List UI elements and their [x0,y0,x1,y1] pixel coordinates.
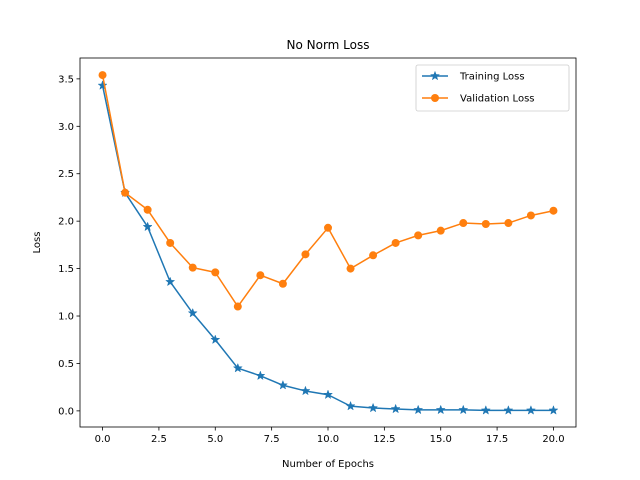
validation-loss-point [324,223,332,232]
validation-loss-point [414,231,423,240]
validation-loss-point [188,263,197,272]
training-loss-point [300,385,311,396]
x-tick-label: 2.5 [151,434,167,445]
training-loss-point [322,389,334,400]
training-loss-point [210,334,221,345]
x-axis-label: Number of Epochs [282,459,374,470]
training-loss-point [368,402,379,413]
y-axis-label: Loss [32,232,43,254]
validation-loss-point [459,219,468,228]
training-loss-point [458,404,469,415]
legend-items: Training Loss Validation Loss [422,70,535,105]
training-loss-point [390,403,401,414]
validation-loss-point [436,226,445,235]
validation-loss-point [549,206,558,215]
x-tick-label: 20.0 [542,434,564,445]
legend-box [415,64,570,112]
validation-loss-point [233,302,242,311]
training-loss-point [480,405,491,415]
training-loss-series [97,80,559,415]
validation-loss-point [143,205,152,214]
training-loss-point [413,404,424,415]
training-loss-point [548,405,559,415]
y-tick-label: 3.5 [58,74,74,85]
y-tick-label: 1.5 [58,264,74,275]
validation-loss-point [211,268,220,277]
validation-loss-point [481,220,490,229]
y-tick-label: 2.5 [58,169,74,180]
training-loss-point [187,307,198,318]
legend-training-loss-marker [429,70,441,81]
y-tick-label: 0.5 [58,359,74,370]
x-tick-label: 17.5 [486,434,508,445]
training-loss-point [232,362,243,373]
x-tick-label: 7.5 [264,434,280,445]
training-loss-point [435,404,446,415]
training-loss-point [255,370,266,381]
training-loss-point [525,405,536,415]
validation-loss-point [346,264,355,273]
legend: Training Loss Validation Loss [415,64,570,112]
x-tick-label: 15.0 [430,434,452,445]
validation-loss-point [301,250,310,259]
training-loss-point [277,379,288,390]
legend-training-loss-label: Training Loss [459,72,525,83]
chart-title: No Norm Loss [287,38,370,52]
training-loss-point [345,400,356,411]
validation-loss-point [369,251,378,260]
legend-validation-loss-label: Validation Loss [460,94,535,105]
validation-loss-point [526,211,535,220]
x-tick-label: 12.5 [373,434,395,445]
validation-loss-point [504,219,513,228]
y-axis: 0.0 0.5 1.0 1.5 2.0 2.5 3.0 3.5 [58,74,80,417]
y-tick-label: 1.0 [58,312,74,323]
y-tick-label: 3.0 [58,122,74,133]
validation-loss-point [278,279,287,288]
series-layer [97,71,559,415]
y-tick-label: 0.0 [58,406,74,417]
x-axis: 0.0 2.5 5.0 7.5 10.0 12.5 15.0 17.5 20.0 [95,427,565,445]
x-tick-label: 10.0 [317,434,339,445]
training-loss-point [503,405,514,415]
validation-loss-point [98,71,107,80]
validation-loss-point [121,188,130,197]
y-tick-label: 2.0 [58,217,74,228]
validation-loss-point [256,271,265,280]
validation-loss-point [166,238,175,247]
validation-loss-series [98,71,558,311]
legend-validation-loss-marker [431,94,439,102]
training-loss-point [165,276,176,287]
x-tick-label: 5.0 [207,434,223,445]
training-loss-point [142,221,153,232]
validation-loss-point [391,238,400,247]
training-loss-point [97,80,108,90]
x-tick-label: 0.0 [95,434,111,445]
